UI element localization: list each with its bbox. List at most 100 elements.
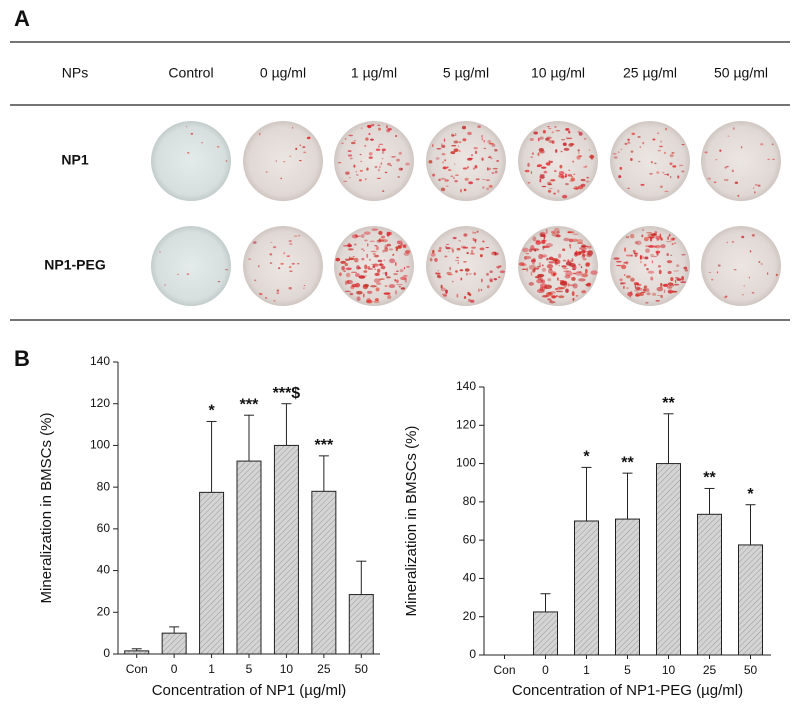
x-tick-label: 10 [280,662,294,676]
stain [468,298,471,301]
stain [442,161,444,164]
stain [582,253,586,257]
stain [530,156,533,158]
stain [562,142,567,146]
stain [613,257,620,260]
y-tick-label: 120 [456,417,476,431]
stain [468,181,473,185]
stain [354,243,357,246]
stain [491,251,496,256]
stain [563,147,570,151]
stain [587,245,592,249]
stain [676,264,680,268]
stain [463,233,468,237]
stain [387,162,392,166]
stain [673,283,680,286]
stain [374,245,378,247]
stain [353,257,359,263]
stain [632,250,636,253]
stain [553,227,560,233]
stain [359,153,362,156]
stain [648,245,655,248]
stain [565,261,572,266]
stain [569,244,572,247]
stain [269,253,273,256]
stain [654,231,658,234]
stain [548,261,554,264]
stain [731,240,734,243]
stain [460,277,463,281]
stain [651,233,657,236]
panel-label: B [14,346,30,371]
stain [757,184,761,187]
well [518,226,598,306]
stain [667,282,674,286]
stain [459,188,462,193]
stain [454,163,456,165]
stain [291,126,294,129]
stain [656,252,659,256]
stain [362,293,365,298]
stain [190,132,194,135]
y-tick-label: 20 [463,609,477,623]
stain [353,164,356,168]
stain [550,230,556,234]
stain [525,253,530,255]
stain [646,232,653,234]
stain [670,277,674,282]
stain [355,171,357,173]
stain [367,265,371,270]
stain [541,240,546,245]
stain [381,148,386,152]
stain [637,160,641,163]
stain [585,180,590,183]
stain [474,165,478,169]
stain [259,293,263,295]
stain [378,238,382,242]
stain [651,292,657,296]
stain [384,247,389,252]
stain [344,262,348,267]
significance: *** [315,437,334,454]
stain [572,268,576,271]
stain [159,251,161,253]
stain [384,171,388,174]
stain [568,130,571,134]
stain [578,155,583,157]
stain [740,145,743,149]
stain [382,190,385,192]
stain [737,194,740,197]
stain [352,256,355,258]
stain [493,277,498,281]
stain [522,247,529,253]
stain [562,259,567,262]
stain [559,281,568,286]
stain [254,279,257,282]
stain [468,273,472,275]
error-bar [622,472,633,520]
stain [356,296,361,302]
stain [660,294,663,299]
stain [656,295,661,297]
stain [726,165,729,168]
stain [398,285,401,288]
stain [299,144,302,147]
stain [546,257,549,261]
stain [481,135,483,138]
stain [395,279,399,284]
x-tick-label: 5 [624,663,631,677]
stain [497,266,500,269]
stain [361,257,365,261]
stain [379,165,381,169]
x-axis-label: Concentration of NP1-PEG (µg/ml) [512,682,743,699]
stain [637,135,641,138]
stain [478,288,480,292]
y-tick-label: 40 [463,571,477,585]
stain [269,241,273,243]
stain [378,145,380,148]
stain [388,284,396,289]
panel-label: A [14,6,30,31]
stain [186,273,190,276]
stain [643,237,649,242]
stain [572,283,578,289]
